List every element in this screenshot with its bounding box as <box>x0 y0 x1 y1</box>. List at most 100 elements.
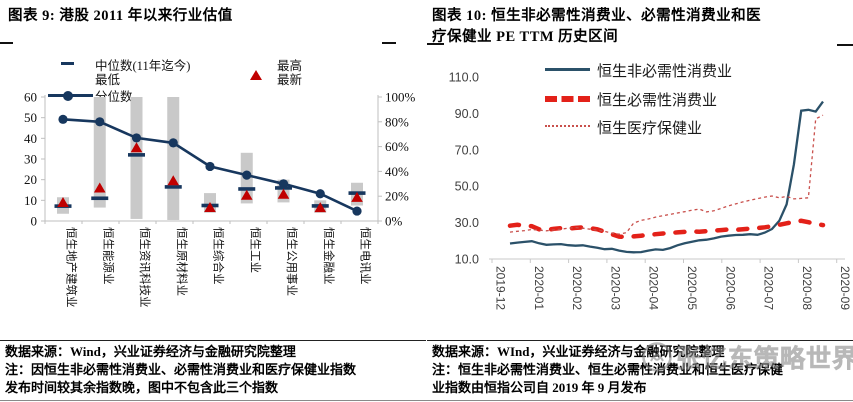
median-dash <box>91 196 109 201</box>
median-dash <box>275 186 292 190</box>
range-bars <box>57 97 363 220</box>
y-tick-label: 110.0 <box>449 71 479 85</box>
percentile-dot <box>131 133 142 143</box>
percentile-legend-dot-icon <box>63 90 73 101</box>
figure9-panel: 图表 9: 港股 2011 年以来行业估值 中位数(11年迄今) 最高 最低 最… <box>0 8 426 397</box>
latest-triangle <box>93 182 106 193</box>
median-legend-label: 中位数(11年迄今) <box>95 59 191 73</box>
percentile-dot <box>352 206 362 216</box>
x-tick-label: 2020-03 <box>608 266 622 310</box>
footnote-source-line: 数据来源：WInd，兴业证券经济与金融研究院整理 <box>432 344 725 359</box>
page-bottom-border <box>0 400 853 401</box>
x-tick-label: 2020-09 <box>838 266 852 310</box>
watermark: 张忆东策略世界 <box>641 339 853 375</box>
table-border-mark <box>0 42 13 44</box>
latest-triangle <box>277 188 290 199</box>
legend-label-healthcare: 恒生医疗保健业 <box>597 121 703 137</box>
percentile-dot <box>58 114 68 124</box>
footnote-note-line: 注：因恒生非必需性消费业、必需性消费业和医疗保健业指数 <box>5 362 357 377</box>
x-tick-label: 2020-07 <box>762 266 776 310</box>
category-label: 恒生能源业 <box>101 227 115 285</box>
dashed-line-legend-marker <box>545 96 590 102</box>
latest-triangle <box>167 175 180 186</box>
footnote-divider <box>0 340 426 341</box>
y-tick-label: 10 <box>24 193 37 208</box>
min-legend-label: 最低 <box>95 73 121 87</box>
y-tick-label: 90.0 <box>455 107 479 121</box>
percentile-dot <box>205 161 215 172</box>
y-tick-label: 30 <box>24 152 37 167</box>
latest-triangle <box>130 142 143 153</box>
figure10-title-line1: 图表 10: 恒生非必需性消费业、必需性消费业和医 <box>432 8 762 24</box>
x-tick-label: 2020-02 <box>570 266 584 310</box>
category-label: 恒生电讯业 <box>359 227 373 285</box>
y-tick-label: 100% <box>385 90 416 105</box>
y-tick-label: 0% <box>385 214 403 229</box>
y-tick-label: 30.0 <box>455 216 479 230</box>
figure10-chart: 110.0 90.0 70.0 50.0 30.0 10.0 2019-12 2020-01 2… <box>449 71 853 311</box>
range-bar <box>130 97 143 219</box>
latest-triangle <box>314 202 327 213</box>
y-tick-label: 80% <box>385 114 409 129</box>
figure10-footnote: 数据来源：WInd，兴业证券经济与金融研究院整理 注：恒生非必需性消费业、恒生必… <box>432 343 783 397</box>
y-tick-label: 50.0 <box>455 180 479 194</box>
footnote-note-line: 发布时间较其余指数晚，图中不包含此三个指数 <box>5 380 279 395</box>
percentile-dot <box>315 189 325 199</box>
legend-label-discretionary: 恒生非必需性消费业 <box>597 64 733 80</box>
watermark-logo-icon <box>642 342 672 372</box>
table-border-mark <box>382 42 396 44</box>
x-tick-label: 2020-08 <box>800 266 814 310</box>
category-label: 恒生地产建筑业 <box>65 227 79 308</box>
figure10-panel: 图表 10: 恒生非必需性消费业、必需性消费业和医 疗保健业 PE TTM 历史… <box>427 0 853 402</box>
y-tick-label: 70.0 <box>455 143 479 157</box>
median-dash <box>128 153 145 157</box>
percentile-dot <box>95 117 105 127</box>
percentile-dot <box>242 170 252 180</box>
median-dash <box>164 185 182 189</box>
range-bar <box>167 97 180 220</box>
table-border-mark <box>427 43 444 45</box>
watermark-text: 张忆东策略世界 <box>676 346 853 374</box>
y-tick-label: 20 <box>24 172 37 187</box>
figure9-chart: 0 10 20 30 40 50 60 0% 20% 40% 60% 80% 100% 恒生地产建筑业 恒生… <box>24 90 416 308</box>
y-tick-label: 40 <box>24 131 37 146</box>
category-label: 恒生金融业 <box>322 227 336 285</box>
max-legend-label: 最高 <box>277 59 303 73</box>
footnote-divider <box>427 340 853 341</box>
x-tick-label: 2020-04 <box>647 266 661 310</box>
figure10-title-line2: 疗保健业 PE TTM 历史区间 <box>432 29 619 45</box>
figure9-footnote: 数据来源：Wind，兴业证券经济与金融研究院整理 注：因恒生非必需性消费业、必需… <box>5 343 356 397</box>
series-line-solid <box>509 100 824 254</box>
y-tick-label: 60% <box>385 139 409 154</box>
footnote-source-line: 数据来源：Wind，兴业证券经济与金融研究院整理 <box>5 344 296 359</box>
category-label: 恒生原材料业 <box>175 227 189 296</box>
table-border-mark <box>837 44 853 46</box>
footnote-note-line: 注：恒生非必需性消费业、恒生必需性消费业和恒生医疗保健 <box>432 362 784 377</box>
category-label: 恒生综合业 <box>212 227 226 285</box>
y-tick-label: 40% <box>385 164 409 179</box>
category-label: 恒生资讯科技业 <box>138 227 152 308</box>
category-label: 恒生公用事业 <box>285 227 299 296</box>
figure9-title: 图表 9: 港股 2011 年以来行业估值 <box>8 8 233 24</box>
latest-triangle <box>351 191 363 202</box>
footnote-note-line: 业指数由恒指公司自 2019 年 9 月发布 <box>432 380 647 395</box>
percentile-dot <box>278 179 289 189</box>
x-tick-label: 2020-01 <box>532 266 546 310</box>
latest-triangle <box>57 197 69 207</box>
dotted-line-legend-marker <box>545 125 590 127</box>
y-tick-label: 20% <box>385 189 409 204</box>
median-legend-marker <box>61 62 74 65</box>
y-tick-label: 60 <box>24 90 37 105</box>
x-tick-label: 2020-06 <box>723 266 737 310</box>
median-dash <box>238 187 256 191</box>
y-tick-label: 0 <box>31 214 38 229</box>
latest-legend-label: 最新 <box>277 73 303 87</box>
latest-triangle <box>204 201 216 212</box>
latest-triangle <box>240 189 253 200</box>
series-line-dotted <box>509 114 824 235</box>
x-tick-label: 2019-12 <box>494 266 508 310</box>
legend-label-staples: 恒生必需性消费业 <box>597 93 718 109</box>
series-line-dashed <box>507 218 826 240</box>
percentile-dot <box>168 138 178 148</box>
